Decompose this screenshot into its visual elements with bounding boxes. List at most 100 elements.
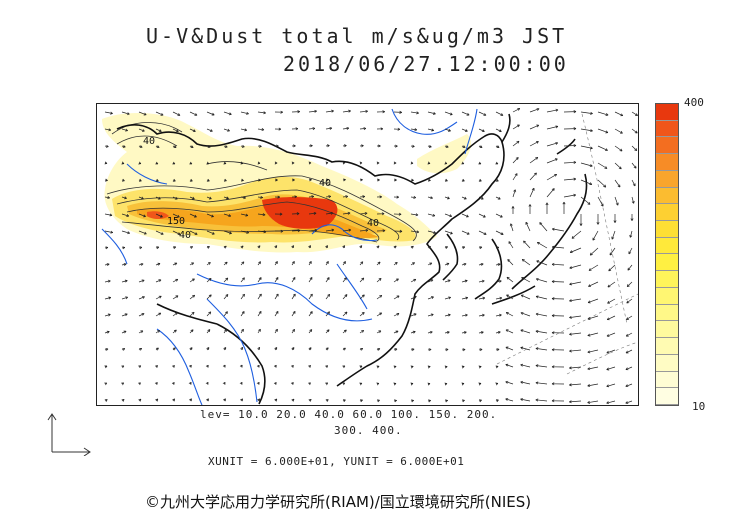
wind-vector-head [106,144,109,147]
wind-vector-head [225,294,229,296]
wind-vector-head [447,196,450,199]
wind-vector-head [448,297,451,300]
wind-vector [342,110,351,113]
wind-vector-head [482,129,485,132]
wind-vector-head [308,365,311,367]
wind-vector-head [539,222,543,224]
wind-vector-head [501,113,504,116]
wind-vector [609,247,616,256]
wind-vector [427,111,436,115]
wind-vector [223,329,227,334]
wind-vector-head [328,195,331,197]
wind-vector-head [347,211,351,214]
wind-vector [291,329,295,334]
wind-vector-head [156,246,160,250]
wind-vector-head [222,381,226,384]
wind-vector [461,196,467,200]
wind-vector-head [539,222,541,225]
wind-vector-head [411,348,415,350]
wind-vector [308,127,315,130]
wind-vector [342,294,348,300]
wind-vector-head [467,112,470,116]
wind-vector-head [606,113,609,116]
wind-vector [626,298,633,304]
wind-vector-head [484,232,487,235]
wind-vector-head [188,364,192,367]
wind-vector-head [505,312,508,315]
wind-vector-head [243,196,246,199]
wind-vector [495,280,502,283]
wind-vector-head [590,148,593,150]
wind-vector-head [397,127,401,130]
wind-vector [121,296,128,300]
wind-vector-head [478,382,482,384]
wind-vector-head [630,235,633,238]
wind-vector-head [587,318,591,320]
wind-vector-head [348,228,352,231]
wind-vector-head [505,380,509,383]
wind-vector [206,196,212,200]
wind-vector-head [191,246,193,249]
wind-vector-head [297,230,301,233]
chart-title-variable: U-V&Dust total m/s&ug/m3 JST [146,24,568,48]
wind-vector-head [157,145,160,148]
wind-vector-head [122,399,125,402]
wind-vector-head [590,164,593,167]
wind-vector [427,213,435,217]
wind-vector-head [431,314,434,317]
wind-vector-head [462,366,465,369]
wind-vector-head [573,111,577,114]
wind-vector-head [310,293,313,296]
colorbar-segment [656,354,678,372]
wind-vector-head [378,144,381,147]
wind-vector-head [107,279,111,282]
wind-vector-head [497,330,501,333]
wind-vector [308,277,313,283]
wind-vector-head [278,127,282,130]
wind-vector-head [413,195,417,198]
wind-vector-head [126,214,130,217]
wind-vector [495,111,504,116]
wind-vector-head [636,113,638,116]
chart-title-timestamp: 2018/06/27.12:00:00 [283,52,569,76]
wind-vector-head [243,197,246,200]
wind-vector [342,212,351,215]
wind-vector-head [105,178,108,181]
wind-vector [606,366,616,370]
wind-vector [507,259,514,266]
wind-vector-head [262,213,266,216]
wind-vector-head [428,366,431,369]
wind-vector-head [309,365,311,368]
wind-vector [569,400,582,403]
wind-vector-head [587,368,591,371]
wind-vector [505,398,514,402]
wind-vector-head [364,212,368,215]
wind-vector [521,259,531,266]
wind-vector-head [412,348,415,352]
wind-vector-head [325,161,329,164]
wind-vector-head [449,214,452,217]
dust-area-ne [417,134,472,174]
wind-vector-head [346,126,350,129]
wind-vector-head [157,347,159,351]
wind-vector-head [328,311,330,315]
wind-vector-head [105,246,109,248]
wind-vector-head [590,146,593,149]
wind-vector-head [309,178,312,181]
wind-vector [240,277,245,283]
wind-vector [520,347,531,351]
wind-vector-head [178,232,181,235]
wind-vector-head [226,198,229,200]
wind-vector-head [362,195,365,197]
wind-vector [608,264,616,272]
wind-vector [393,313,400,317]
wind-vector-head [620,166,622,170]
wind-vector-head [239,381,243,384]
wind-vector [569,332,582,335]
wind-vector [172,128,179,132]
wind-vector-head [411,146,415,148]
wind-vector-head [378,278,382,280]
vector-unit-scale: XUNIT = 6.000E+01, YUNIT = 6.000E+01 [208,455,465,468]
wind-vector [478,196,484,200]
wind-vector [597,145,608,151]
